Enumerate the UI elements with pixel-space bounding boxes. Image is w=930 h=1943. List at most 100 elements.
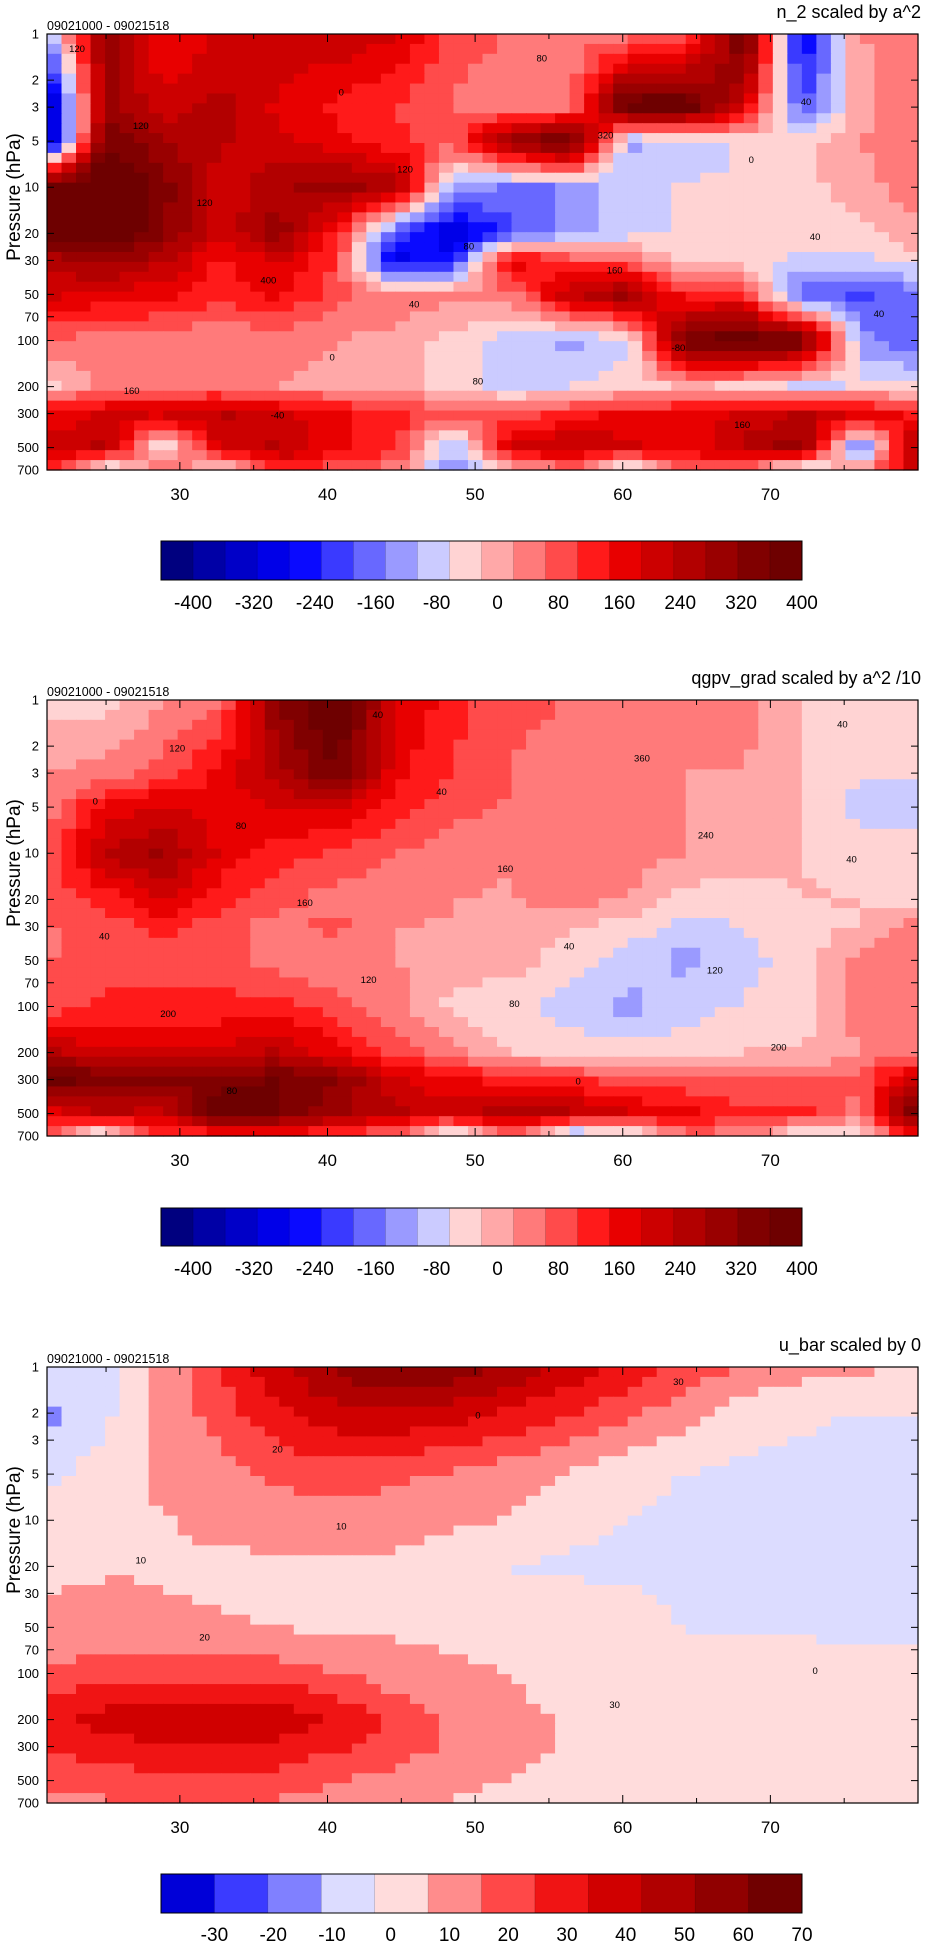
field-cell [526,291,542,303]
field-cell [177,152,193,164]
field-cell [438,1007,455,1018]
field-cell [714,987,730,998]
field-cell [337,769,353,780]
field-cell [177,799,193,810]
field-cell [119,1056,135,1068]
field-cell [438,410,455,422]
field-cell [685,271,701,283]
field-cell [758,1007,774,1018]
field-cell [627,769,643,780]
field-cell [380,888,396,899]
field-cell [322,152,338,164]
field-cell [366,799,382,810]
field-cell [395,1027,411,1038]
field-cell [264,361,280,372]
field-cell [105,878,121,889]
field-cell [395,242,411,253]
field-cell [511,301,527,313]
field-cell [569,202,585,213]
field-cell [163,93,179,104]
field-cell [656,868,672,879]
field-cell [264,997,280,1008]
colorbar-label: 80 [548,593,569,614]
field-cell [903,947,919,959]
field-cell [47,390,63,402]
field-cell [61,261,77,273]
contour-label: 0 [329,352,334,363]
field-cell [250,361,266,372]
date-range-label: 09021000 - 09021518 [47,19,169,33]
field-cell [192,997,208,1008]
field-cell [787,440,803,451]
field-cell [206,838,222,850]
field-cell [148,789,164,800]
field-cell [293,143,309,154]
field-cell [409,759,426,770]
field-cell [90,937,106,949]
field-cell [134,420,150,431]
field-cell [453,73,469,85]
field-cell [497,370,513,382]
field-cell [526,252,542,263]
field-cell [61,947,77,959]
field-cell [90,192,106,204]
field-cell [874,212,890,223]
field-cell [221,1007,237,1018]
field-cell [627,172,643,184]
field-cell [47,709,63,721]
field-cell [279,779,295,790]
field-cell [366,133,382,144]
field-cell [366,789,382,800]
field-cell [801,898,817,909]
field-cell [830,390,847,402]
field-cell [584,311,600,322]
field-cell [264,937,280,949]
field-cell [743,759,759,770]
field-cell [874,152,890,164]
field-cell [497,888,513,899]
field-cell [787,281,803,293]
field-cell [714,719,730,731]
field-cell [148,331,164,342]
field-cell [497,1027,513,1038]
field-cell [308,370,324,382]
field-cell [888,53,905,65]
field-cell [859,927,876,939]
field-cell [380,93,396,104]
field-cell [584,719,600,731]
field-cell [453,113,469,124]
field-cell [801,888,817,899]
field-cell [830,341,847,352]
field-cell [714,440,730,451]
field-cell [772,331,788,342]
field-cell [308,739,324,751]
field-cell [482,400,498,412]
field-cell [467,997,484,1008]
field-cell [801,83,817,95]
field-cell [642,1027,658,1038]
field-cell [279,1036,295,1048]
field-cell [148,977,164,988]
field-cell [743,232,759,243]
field-cell [250,271,266,283]
field-cell [235,390,251,402]
field-cell [206,53,222,65]
field-cell [874,460,890,471]
field-cell [511,370,527,382]
field-cell [555,152,571,164]
field-cell [163,729,179,741]
field-cell [772,789,788,800]
field-cell [395,182,411,194]
field-cell [337,261,353,273]
field-cell [845,410,861,422]
field-cell [134,898,150,909]
field-cell [627,162,643,174]
field-cell [424,1017,440,1028]
field-cell [206,1027,222,1038]
field-cell [351,709,367,721]
field-cell [671,759,687,770]
field-cell [598,1046,614,1058]
field-cell [816,232,832,243]
field-cell [772,809,788,820]
field-cell [671,242,687,253]
